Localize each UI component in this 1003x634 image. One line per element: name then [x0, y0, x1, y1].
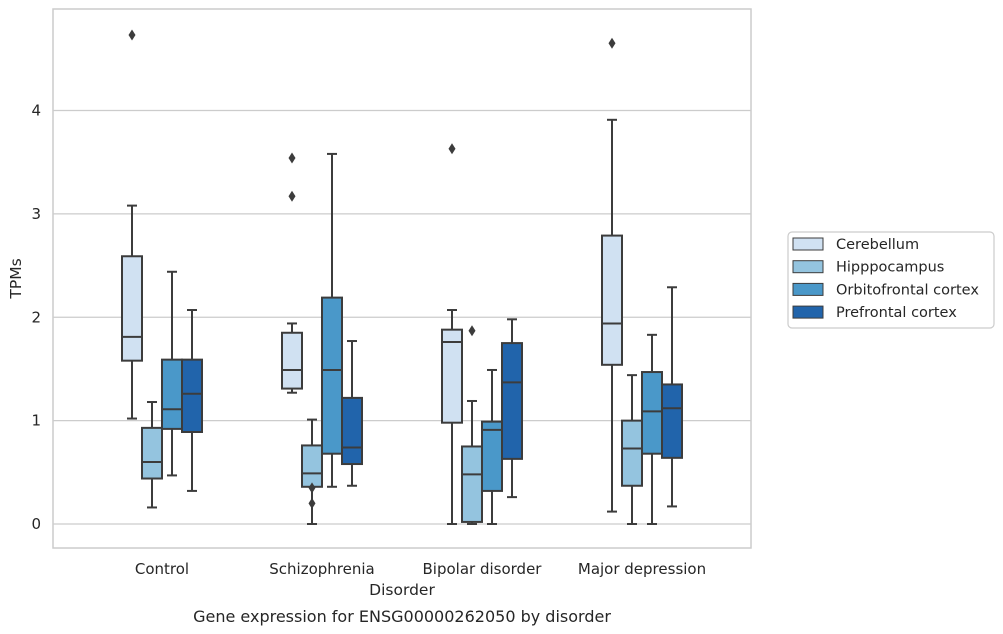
- outlier-point: [468, 325, 476, 337]
- plot-area: [52, 8, 752, 549]
- outlier-point: [128, 29, 136, 41]
- legend-frame: [787, 231, 995, 329]
- box-cerebellum-schizophrenia: [281, 152, 303, 394]
- y-axis-label: TPMs: [7, 258, 25, 299]
- box-orbitofrontal-cortex-major-depression: [641, 333, 663, 525]
- y-tick-label-1: 1: [31, 412, 41, 430]
- box-body: [121, 255, 143, 362]
- box-cerebellum-control: [121, 29, 143, 420]
- x-axis-label: Disorder: [369, 581, 435, 599]
- box-body: [441, 328, 463, 424]
- box-body: [641, 371, 663, 455]
- box-prefrontal-cortex-major-depression: [661, 286, 683, 508]
- box-body: [341, 396, 363, 466]
- box-body: [161, 358, 183, 430]
- box-body: [481, 420, 503, 492]
- plot-frame: [52, 8, 752, 549]
- box-body: [501, 342, 523, 460]
- x-tick-label-bipolar-disorder: Bipolar disorder: [423, 560, 543, 578]
- box-orbitofrontal-cortex-schizophrenia: [321, 152, 343, 488]
- box-prefrontal-cortex-bipolar-disorder: [501, 318, 523, 499]
- box-hipppocampus-bipolar-disorder: [461, 325, 483, 525]
- legend-items: Cerebellum Hipppocampus Orbitofrontal cort…: [792, 237, 979, 321]
- x-axis-ticks: Control Schizophrenia Bipolar disorder Majo…: [135, 560, 706, 578]
- box-body: [141, 426, 163, 480]
- outlier-point: [608, 37, 616, 49]
- box-hipppocampus-major-depression: [621, 374, 643, 525]
- legend-label-orbitofrontal-cortex: Orbitofrontal cortex: [836, 282, 979, 298]
- chart-caption: Gene expression for ENSG00000262050 by d…: [193, 607, 611, 626]
- x-tick-label-control: Control: [135, 560, 189, 578]
- box-hipppocampus-control: [141, 401, 163, 509]
- box-body: [601, 234, 623, 366]
- legend-swatch-cerebellum: [792, 237, 824, 251]
- outlier-point: [308, 482, 316, 494]
- y-tick-label-4: 4: [31, 102, 41, 120]
- box-body: [181, 358, 203, 433]
- box-series: [121, 29, 683, 525]
- outlier-point: [288, 152, 296, 164]
- legend-label-hipppocampus: Hipppocampus: [836, 260, 944, 276]
- box-prefrontal-cortex-control: [181, 309, 203, 492]
- box-body: [281, 331, 303, 390]
- legend: Cerebellum Hipppocampus Orbitofrontal cort…: [787, 231, 995, 329]
- outlier-point: [308, 497, 316, 509]
- box-orbitofrontal-cortex-control: [161, 270, 183, 477]
- outlier-point: [288, 190, 296, 202]
- box-prefrontal-cortex-schizophrenia: [341, 340, 363, 487]
- legend-swatch-prefrontal-cortex: [792, 305, 824, 319]
- box-body: [321, 296, 343, 455]
- legend-label-prefrontal-cortex: Prefrontal cortex: [836, 305, 957, 321]
- legend-swatch-orbitofrontal-cortex: [792, 282, 824, 296]
- legend-label-cerebellum: Cerebellum: [836, 237, 919, 253]
- legend-swatch-hipppocampus: [792, 260, 824, 274]
- outlier-point: [448, 143, 456, 155]
- y-tick-label-0: 0: [31, 515, 41, 533]
- box-body: [301, 444, 323, 488]
- box-hipppocampus-schizophrenia: [301, 418, 323, 525]
- box-body: [661, 383, 683, 459]
- y-axis-ticks: 0 1 2 3 4: [31, 102, 41, 534]
- box-body: [621, 419, 643, 487]
- y-tick-label-3: 3: [31, 205, 41, 223]
- box-orbitofrontal-cortex-bipolar-disorder: [481, 368, 503, 525]
- x-tick-label-major-depression: Major depression: [578, 560, 706, 578]
- box-cerebellum-bipolar-disorder: [441, 143, 463, 525]
- box-cerebellum-major-depression: [601, 37, 623, 513]
- box-body: [461, 445, 483, 523]
- y-tick-label-2: 2: [31, 308, 41, 326]
- x-tick-label-schizophrenia: Schizophrenia: [269, 560, 374, 578]
